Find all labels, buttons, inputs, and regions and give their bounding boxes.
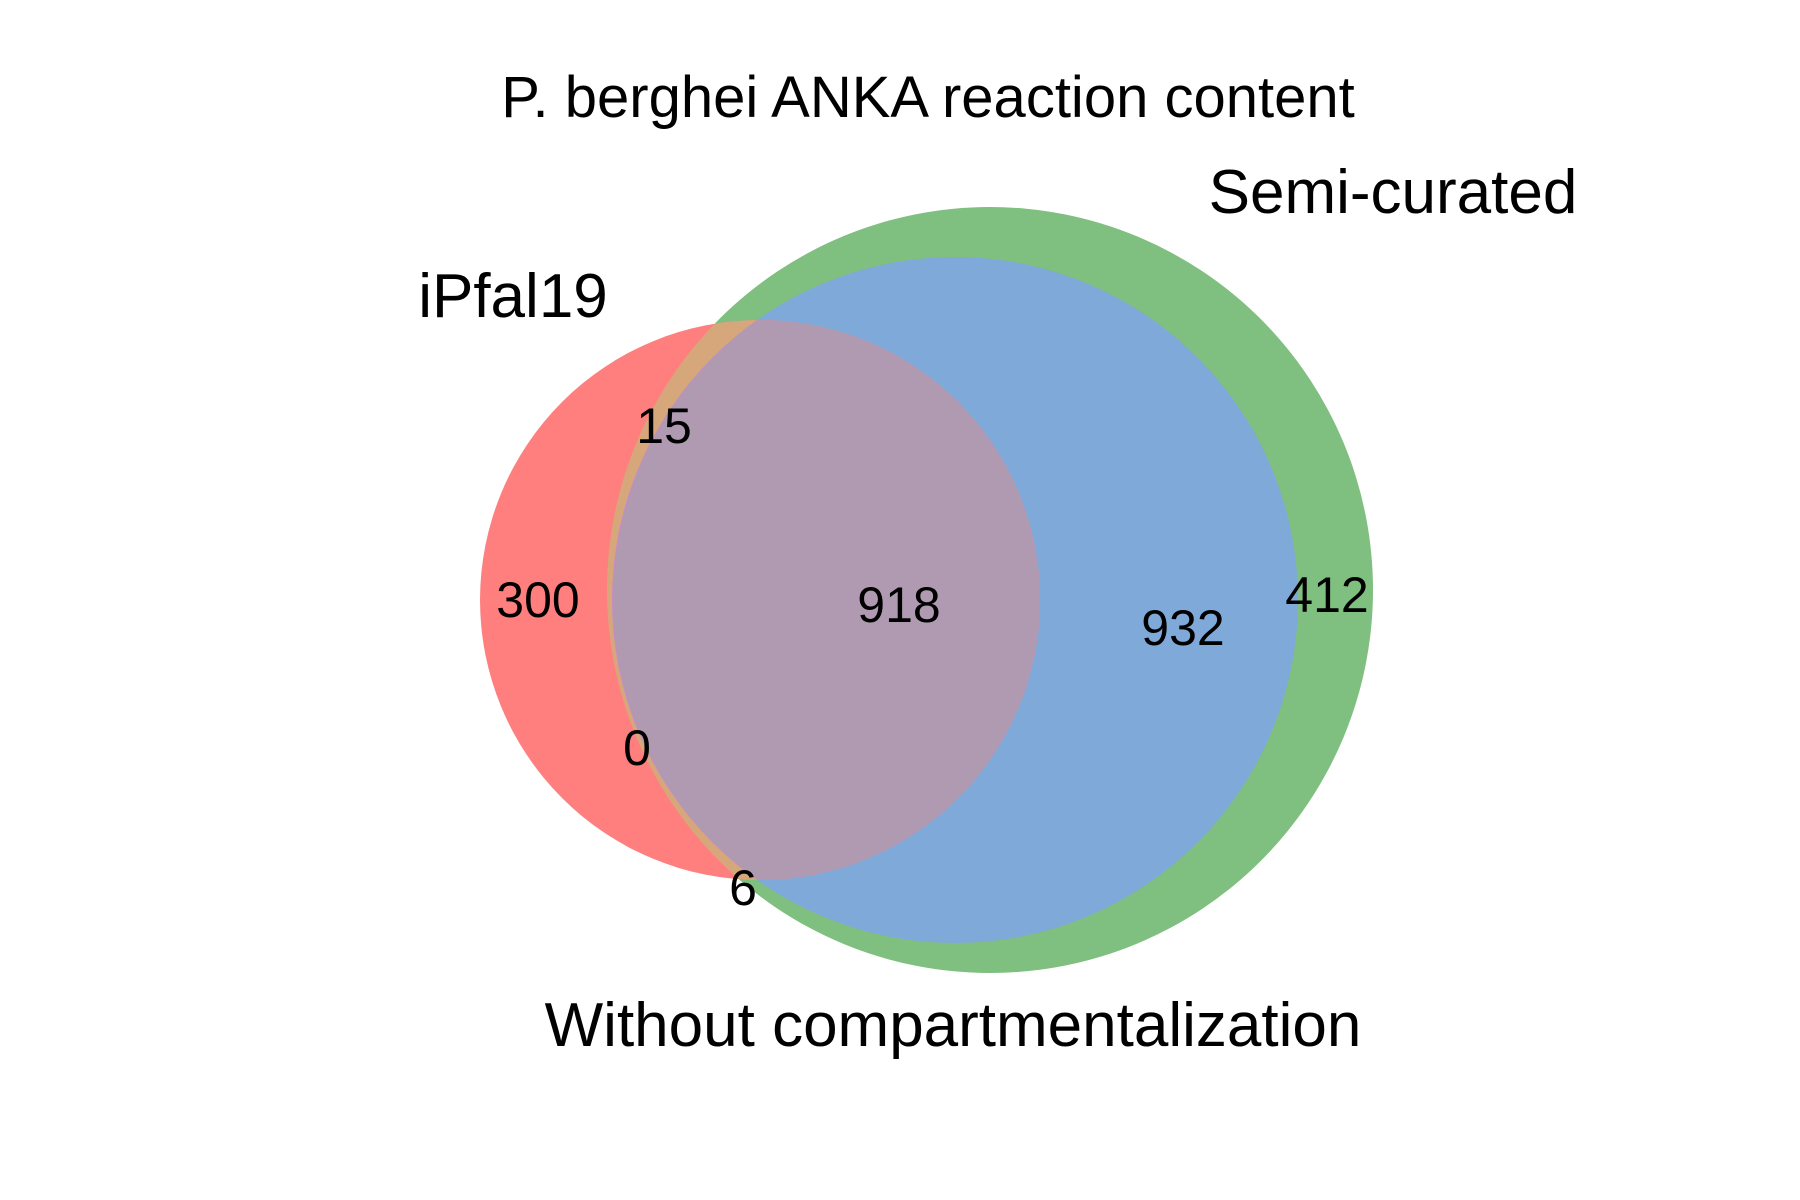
count-semi-curated-only: 412 xyxy=(1285,567,1368,623)
count-edge-bottom: 6 xyxy=(729,860,757,916)
all-three-overlap xyxy=(613,320,1040,880)
set-label-semi-curated: Semi-curated xyxy=(1209,158,1578,227)
count-all-three: 918 xyxy=(857,577,940,633)
set-label-ipfal19: iPfal19 xyxy=(418,262,608,331)
count-semi-curated-without: 932 xyxy=(1141,600,1224,656)
count-ipfal19-semi-curated: 15 xyxy=(636,398,692,454)
count-ipfal19-without: 0 xyxy=(623,720,651,776)
count-ipfal19-only: 300 xyxy=(496,572,579,628)
set-label-without-compartmentalization: Without compartmentalization xyxy=(545,991,1362,1060)
diagram-title: P. berghei ANKA reaction content xyxy=(501,65,1354,130)
